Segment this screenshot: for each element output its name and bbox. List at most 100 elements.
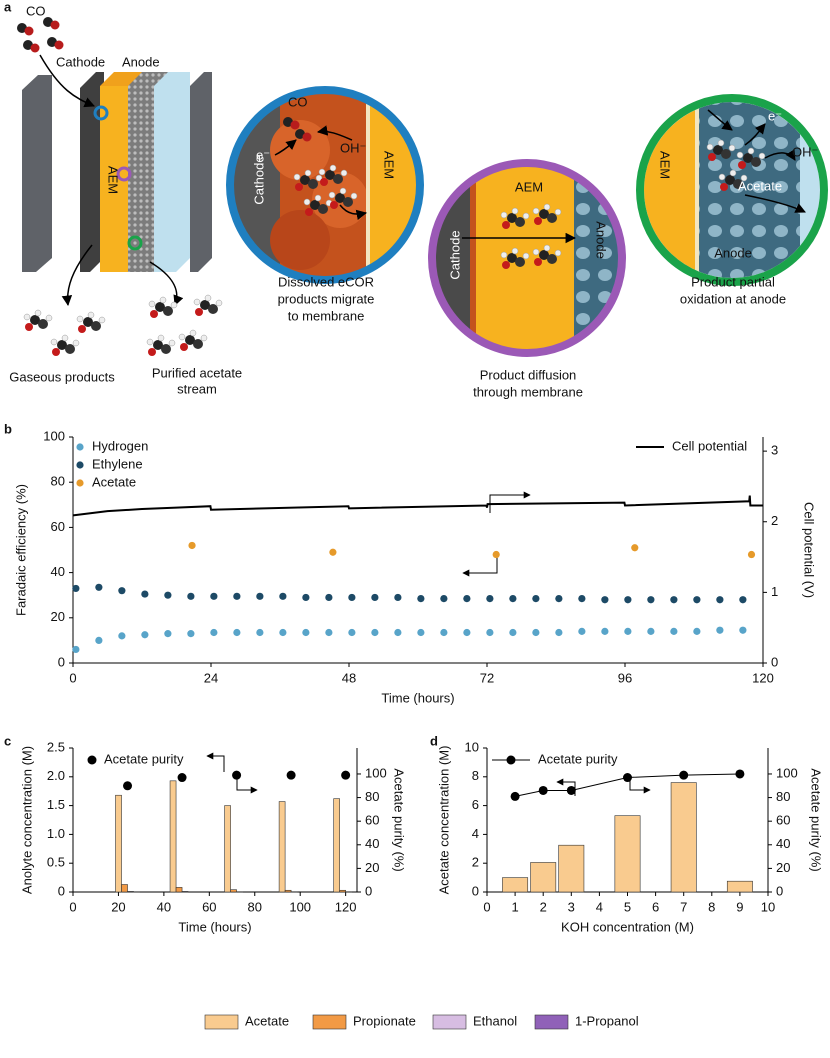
bar <box>224 805 231 893</box>
bar <box>670 782 697 893</box>
bar <box>333 798 340 893</box>
point <box>492 550 500 559</box>
y2-tick-label: 0 <box>365 883 372 898</box>
point <box>510 791 520 801</box>
molecule <box>193 294 223 317</box>
point <box>739 596 747 604</box>
caption: to membrane <box>288 308 365 323</box>
molecule <box>23 40 40 53</box>
bar <box>284 889 292 893</box>
arrow <box>149 261 184 306</box>
label: AEM <box>658 151 673 179</box>
label: AEM <box>515 179 543 194</box>
molecule <box>148 296 178 319</box>
y-axis-label: Faradaic efficiency (%) <box>13 484 28 616</box>
legend-marker <box>76 461 84 469</box>
legend-label: Cell potential <box>672 438 747 453</box>
label: e⁻ <box>768 108 782 123</box>
point <box>601 627 609 635</box>
point <box>647 627 655 635</box>
caption: oxidation at anode <box>680 291 786 306</box>
y2-axis-label: Acetate purity (%) <box>392 768 407 871</box>
x-tick-label: 3 <box>568 899 575 914</box>
region <box>270 210 330 270</box>
point <box>233 628 241 637</box>
y-tick-label: 1.5 <box>47 797 65 812</box>
point <box>623 773 632 783</box>
x-tick-label: 9 <box>736 899 743 914</box>
legend-label: Acetate purity <box>538 751 618 766</box>
cell-stack <box>17 17 223 357</box>
label: Gaseous products <box>9 369 115 384</box>
x-tick-label: 8 <box>708 899 715 914</box>
y2-tick-label: 20 <box>776 860 790 875</box>
y-tick-label: 20 <box>51 609 65 624</box>
panel-label: c <box>4 733 11 748</box>
point <box>601 596 609 604</box>
y-tick-label: 100 <box>43 428 65 443</box>
point <box>72 645 80 654</box>
point <box>188 541 196 550</box>
point <box>118 632 126 640</box>
point <box>279 628 287 637</box>
x-tick-label: 0 <box>69 670 76 685</box>
molecule <box>23 309 53 332</box>
point <box>679 770 689 780</box>
point <box>341 770 351 780</box>
x-tick-label: 1 <box>511 899 518 914</box>
legend-label: Ethanol <box>473 1013 517 1028</box>
x-axis-label: Time (hours) <box>178 919 251 934</box>
caption: Product partial <box>691 274 775 289</box>
y-tick-label: 80 <box>51 474 65 489</box>
x-tick-label: 0 <box>69 899 76 914</box>
point <box>578 594 586 603</box>
y2-tick-label: 80 <box>365 789 379 804</box>
point <box>566 785 576 795</box>
point <box>578 627 586 635</box>
label: Anode <box>714 245 752 260</box>
caption: Product diffusion <box>480 367 577 382</box>
y-tick-label: 8 <box>472 768 479 783</box>
y-tick-label: 0 <box>58 654 65 669</box>
x-tick-label: 4 <box>596 899 603 914</box>
point <box>164 591 172 599</box>
bar <box>278 801 286 893</box>
molecule <box>43 17 60 30</box>
x-tick-label: 0 <box>483 899 490 914</box>
point <box>233 592 241 600</box>
point <box>232 770 242 780</box>
point <box>647 596 655 604</box>
caption: products migrate <box>278 291 375 306</box>
legend-label: Propionate <box>353 1013 416 1028</box>
arrow <box>764 149 796 161</box>
point <box>187 592 195 600</box>
caption: through membrane <box>473 384 583 399</box>
x-tick-label: 80 <box>248 899 262 914</box>
annotation-arrow <box>629 776 651 794</box>
y-tick-label: 0 <box>472 883 479 898</box>
bar <box>175 887 183 893</box>
molecule <box>76 311 106 334</box>
arrow <box>339 204 368 221</box>
legend-swatch <box>534 1014 569 1030</box>
bar <box>115 794 122 893</box>
annotation-arrow <box>236 776 258 794</box>
legend-label: Acetate <box>245 1013 289 1028</box>
y-tick-label: 4 <box>472 826 479 841</box>
y2-tick-label: 100 <box>365 765 387 780</box>
point <box>118 587 126 595</box>
bar <box>726 880 753 893</box>
point <box>279 592 287 600</box>
bar <box>169 780 177 893</box>
bar <box>181 891 189 893</box>
inset-ring <box>428 159 626 357</box>
point <box>509 594 517 603</box>
point <box>348 593 356 602</box>
point <box>187 630 195 638</box>
annotation-arrow <box>462 555 498 577</box>
label: OH⁻ <box>340 140 366 155</box>
molecule <box>50 334 80 357</box>
point <box>555 594 563 603</box>
point <box>329 548 337 556</box>
